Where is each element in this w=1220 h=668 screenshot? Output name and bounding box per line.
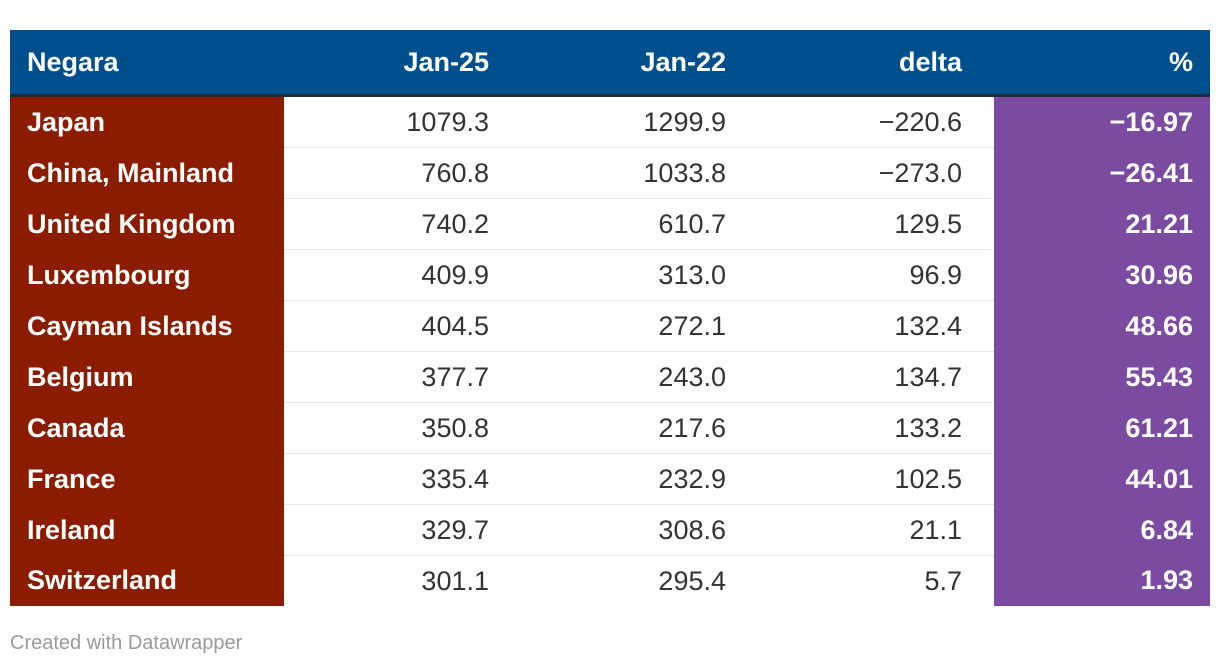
cell-jan25: 301.1 [421,565,489,596]
cell-delta: 102.5 [758,453,994,505]
cell-percent: 55.43 [994,351,1210,403]
cell-percent: 6.84 [994,504,1210,556]
table-row: France 335.4 232.9 102.5 44.01 [10,453,1210,505]
cell-jan22: 308.6 [521,504,758,556]
cell-percent: 44.01 [994,453,1210,505]
cell-percent: −26.41 [994,147,1210,199]
cell-delta: 134.7 [758,351,994,403]
cell-country: Luxembourg [10,249,284,301]
cell-delta: 129.5 [758,198,994,250]
cell-country: Canada [10,402,284,454]
table-row: United Kingdom 740.2 610.7 129.5 21.21 [10,198,1210,250]
cell-jan22: 1299.9 [521,95,758,148]
table-header: Negara Jan-25 Jan-22 delta % [10,30,1210,97]
cell-jan25: 409.9 [284,249,521,301]
cell-delta: −273.0 [758,147,994,199]
table-row: Luxembourg 409.9 313.0 96.9 30.96 [10,249,1210,301]
cell-percent: 30.96 [994,249,1210,301]
cell-jan22: 610.7 [521,198,758,250]
cell-jan25: 404.5 [284,300,521,352]
cell-percent: −16.97 [994,95,1210,148]
column-header-country[interactable]: Negara [10,30,284,97]
cell-jan25: 377.7 [284,351,521,403]
cell-country: China, Mainland [10,147,284,199]
table-row: Cayman Islands 404.5 272.1 132.4 48.66 [10,300,1210,352]
cell-country: Switzerland [10,555,284,606]
cell-jan22: 272.1 [521,300,758,352]
cell-country: Belgium [10,351,284,403]
cell-country: Ireland [10,504,284,556]
cell-jan25: 350.8 [284,402,521,454]
table-body: Japan 1079.3 1299.9 −220.6 −16.97 China, Main… [10,95,1210,606]
cell-percent: 21.21 [994,198,1210,250]
cell-country: France [10,453,284,505]
table-row: Ireland 329.7 308.6 21.1 6.84 [10,504,1210,556]
cell-percent: 48.66 [994,300,1210,352]
cell-jan25: 335.4 [284,453,521,505]
cell-percent: 1.93 [994,555,1210,606]
cell-percent: 61.21 [994,402,1210,454]
cell-jan22: 313.0 [521,249,758,301]
cell-delta: 5.7 [924,565,962,596]
cell-delta: 96.9 [758,249,994,301]
table-row: China, Mainland 760.8 1033.8 −273.0 −26.41 [10,147,1210,199]
cell-delta: 132.4 [758,300,994,352]
cell-jan22: 295.4 [658,565,726,596]
table-row: Belgium 377.7 243.0 134.7 55.43 [10,351,1210,403]
cell-jan25: 1079.3 [284,95,521,148]
header-row: Negara Jan-25 Jan-22 delta % [10,30,1210,97]
table-row: Japan 1079.3 1299.9 −220.6 −16.97 [10,95,1210,148]
cell-country: Japan [10,95,284,148]
cell-jan22: 232.9 [521,453,758,505]
cell-jan22: 1033.8 [521,147,758,199]
column-header-jan25[interactable]: Jan-25 [284,30,521,97]
cell-country: Cayman Islands [10,300,284,352]
cell-jan25: 760.8 [284,147,521,199]
table-row: Canada 350.8 217.6 133.2 61.21 [10,402,1210,454]
cell-jan25: 329.7 [284,504,521,556]
cell-jan22: 217.6 [521,402,758,454]
column-header-jan22[interactable]: Jan-22 [521,30,758,97]
column-header-percent[interactable]: % [994,30,1210,97]
cell-delta: −220.6 [758,95,994,148]
column-header-delta[interactable]: delta [758,30,994,97]
data-table: Negara Jan-25 Jan-22 delta % Japan 1079.3… [10,30,1210,606]
footer-credit: Created with Datawrapper [10,632,243,654]
cell-delta: 133.2 [758,402,994,454]
table-row: Switzerland 301.1 295.4 5.7 1.93 [10,555,1210,606]
cell-jan25: 740.2 [284,198,521,250]
cell-jan22: 243.0 [521,351,758,403]
cell-country: United Kingdom [10,198,284,250]
cell-delta: 21.1 [758,504,994,556]
